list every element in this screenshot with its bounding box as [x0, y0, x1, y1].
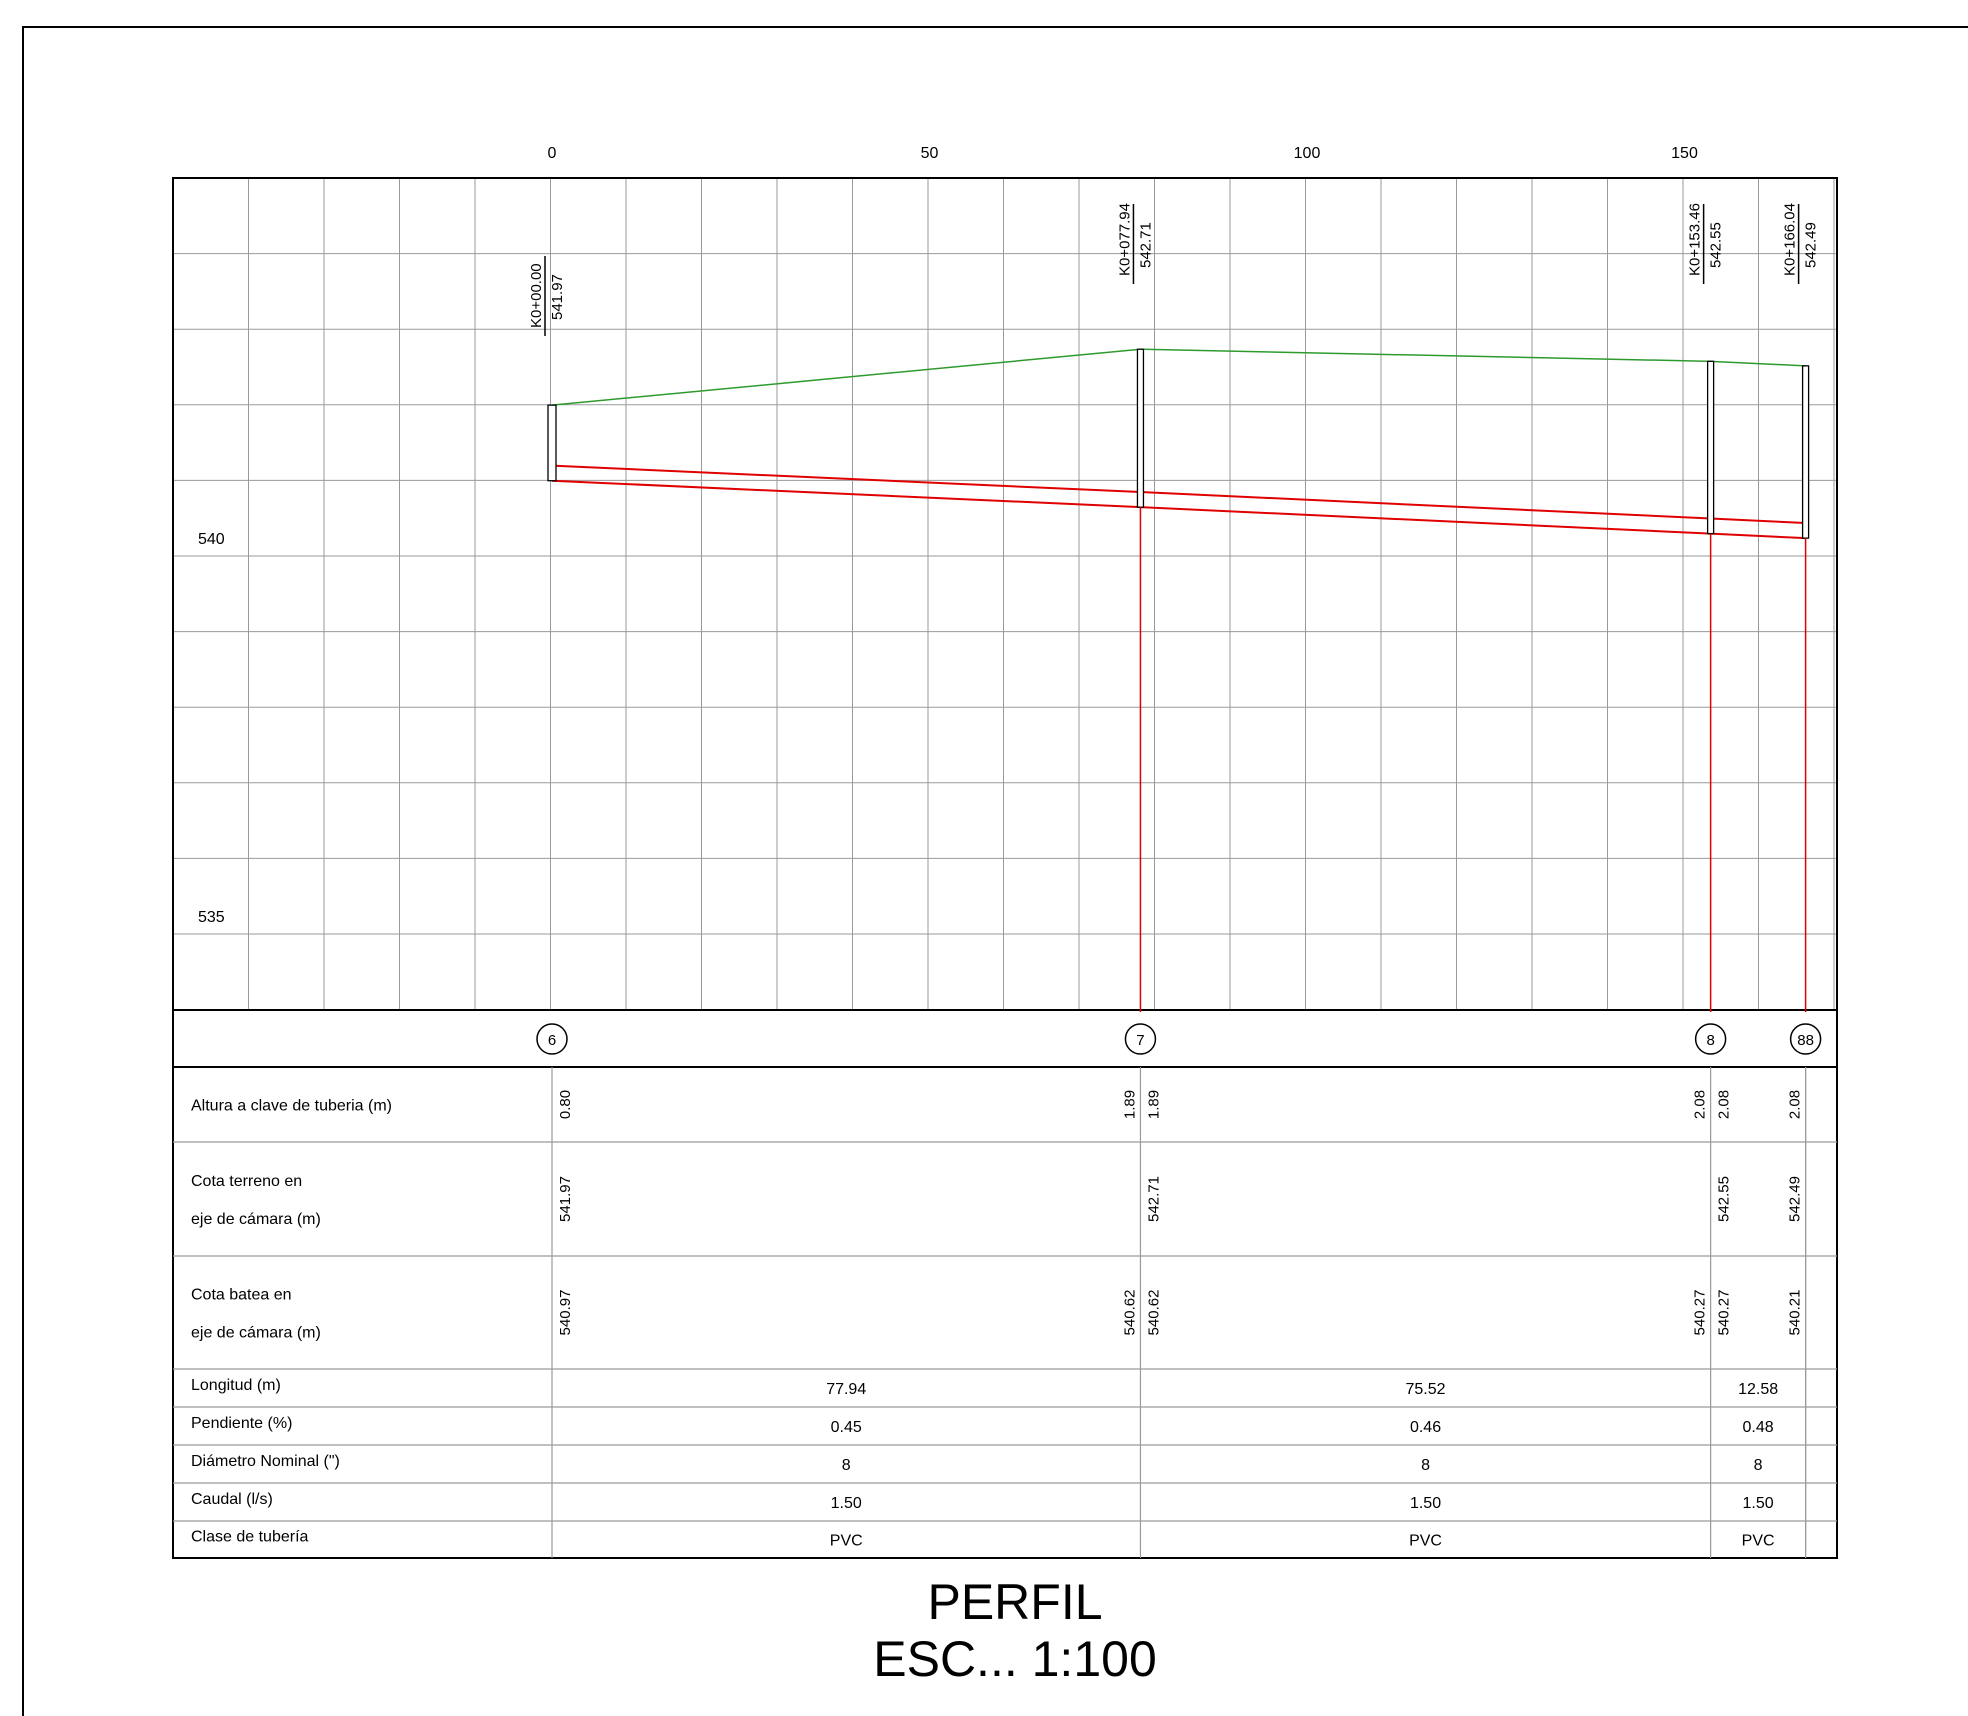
drawing-title: PERFIL: [927, 1574, 1103, 1630]
x-tick-label: 50: [921, 145, 939, 162]
table-cell-value: 8: [842, 1457, 851, 1474]
table-cell-value: 542.49: [1787, 1176, 1804, 1222]
terrain-line: [551, 348, 1806, 406]
grid: [172, 177, 1838, 1559]
y-tick-label: 535: [198, 909, 225, 926]
manhole-structure: [1706, 360, 1715, 535]
table-cell-value: 540.27: [1692, 1290, 1709, 1336]
pipe-crown-line: [551, 464, 1806, 525]
profile-frame: [172, 177, 1838, 1559]
table-cell-value: 1.50: [1410, 1495, 1441, 1512]
station-label: K0+166.04: [1782, 203, 1799, 276]
table-cell-value: 542.71: [1145, 1176, 1162, 1222]
x-tick-label: 150: [1671, 145, 1698, 162]
station-markers: K0+00.00 541.97 6 K0+077.94 542.71 7 K0+153.46…: [528, 203, 1822, 1055]
table-row-label: Pendiente (%): [191, 1415, 292, 1432]
table-row-label: eje de cámara (m): [191, 1325, 321, 1342]
table-cell-value: 540.97: [557, 1290, 574, 1336]
table-cell-value: PVC: [1409, 1533, 1442, 1550]
table-cell-value: 1.50: [1743, 1495, 1774, 1512]
drawing-scale: ESC... 1:100: [873, 1631, 1157, 1687]
table-row-label: Caudal (l/s): [191, 1491, 273, 1508]
table-cell-value: 540.62: [1145, 1290, 1162, 1336]
table-cell-value: 1.50: [831, 1495, 862, 1512]
manhole-structure: [547, 404, 557, 482]
node-circle: [1124, 1023, 1157, 1055]
node-circle: [1694, 1023, 1727, 1055]
table-cell-value: 542.55: [1716, 1176, 1733, 1222]
table-cell-value: PVC: [1742, 1533, 1775, 1550]
station-elevation-label: 542.55: [1708, 222, 1725, 268]
table-cell-value: 541.97: [557, 1176, 574, 1222]
x-tick-label: 100: [1294, 145, 1321, 162]
station-elevation-label: 542.71: [1137, 222, 1154, 268]
sheet-border: [22, 26, 1968, 1716]
node-circle: [1789, 1023, 1822, 1055]
table-cell-value: 77.94: [826, 1381, 866, 1398]
node-label: 7: [1136, 1032, 1144, 1049]
table-cell-value: 2.08: [1716, 1090, 1733, 1119]
table-cell-value: 0.46: [1410, 1419, 1441, 1436]
station-elevation-label: 542.49: [1803, 222, 1820, 268]
table-cell-value: 8: [1421, 1457, 1430, 1474]
pipe-profile: [551, 464, 1806, 540]
table-row-label: Diámetro Nominal ("): [191, 1453, 340, 1470]
station-label: K0+153.46: [1687, 203, 1704, 276]
table-row-label: Longitud (m): [191, 1377, 281, 1394]
profile-table: Altura a clave de tuberia (m) 0.80 1.89 1.8…: [173, 1067, 1837, 1558]
y-tick-label: 540: [198, 531, 225, 548]
table-cell-value: PVC: [830, 1533, 863, 1550]
manhole-structure: [1136, 348, 1145, 508]
table-cell-value: 540.27: [1716, 1290, 1733, 1336]
table-cell-value: 2.08: [1787, 1090, 1804, 1119]
table-cell-value: 540.21: [1787, 1290, 1804, 1336]
table-cell-value: 0.45: [831, 1419, 862, 1436]
x-tick-label: 0: [548, 145, 557, 162]
table-cell-value: 1.89: [1145, 1090, 1162, 1119]
table-cell-value: 1.89: [1121, 1090, 1138, 1119]
node-label: 6: [548, 1032, 556, 1049]
axis-labels: 0 50 100 150 540 535: [198, 145, 1698, 926]
table-cell-value: 0.80: [557, 1090, 574, 1119]
station-label: K0+00.00: [528, 263, 545, 328]
table-cell-value: 2.08: [1692, 1090, 1709, 1119]
table-row-label: eje de cámara (m): [191, 1211, 321, 1228]
table-cell-value: 75.52: [1406, 1381, 1446, 1398]
table-cell-value: 0.48: [1743, 1419, 1774, 1436]
table-cell-value: 12.58: [1738, 1381, 1778, 1398]
station-label: K0+077.94: [1116, 203, 1133, 276]
table-row-label: Altura a clave de tuberia (m): [191, 1098, 392, 1115]
node-label: 8: [1706, 1032, 1714, 1049]
table-row-label: Clase de tubería: [191, 1529, 309, 1546]
pipe-invert-line: [551, 479, 1806, 540]
node-label: 88: [1797, 1032, 1814, 1049]
table-row-label: Cota terreno en: [191, 1173, 302, 1190]
node-circle: [536, 1023, 568, 1055]
table-row-label: Cota batea en: [191, 1287, 292, 1304]
table-cell-value: 8: [1754, 1457, 1763, 1474]
station-elevation-label: 541.97: [549, 274, 566, 320]
table-cell-value: 540.62: [1121, 1290, 1138, 1336]
terrain-profile: [551, 348, 1806, 406]
